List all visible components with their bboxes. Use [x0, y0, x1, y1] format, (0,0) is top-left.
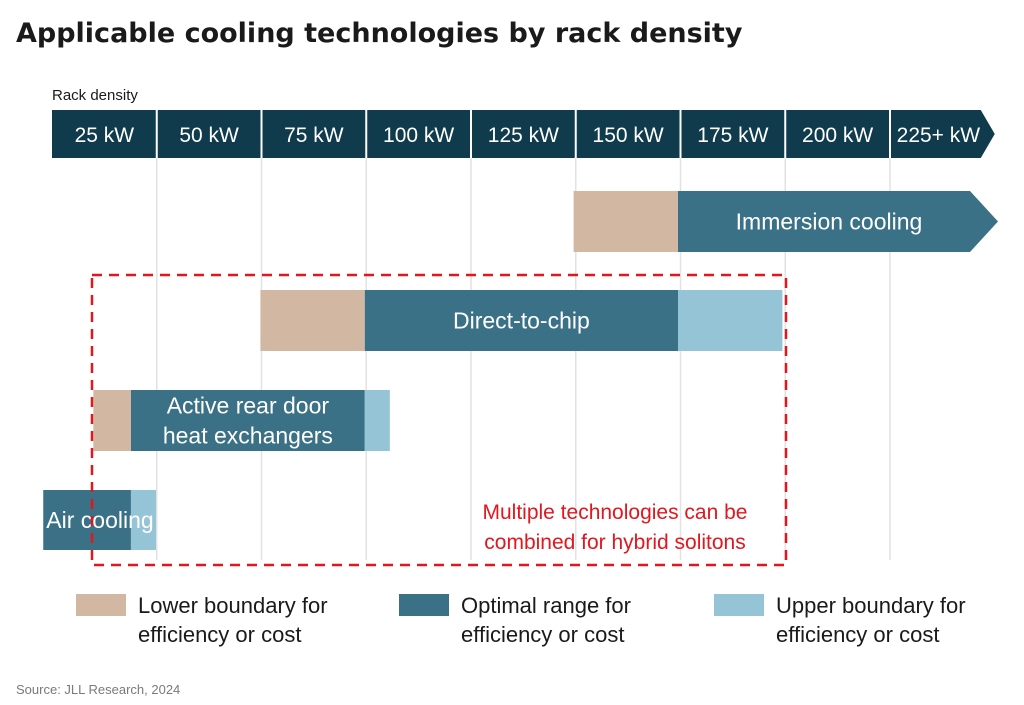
- axis-tick-label: 150 kW: [593, 124, 664, 147]
- legend-label-line: Lower boundary for: [138, 593, 328, 618]
- technology-bars: Immersion cooling Direct-to-chip Active re…: [43, 191, 998, 550]
- axis-tick-label: 75 kW: [284, 124, 344, 147]
- technology-row: Immersion cooling: [573, 191, 998, 252]
- axis-label: Rack density: [52, 87, 138, 104]
- technology-label: Air cooling: [46, 507, 153, 533]
- lower-boundary-bar: [260, 290, 365, 351]
- legend-label: Lower boundary for efficiency or cost: [138, 593, 328, 647]
- hybrid-annotation-text: Multiple technologies can be combined for…: [482, 501, 747, 554]
- legend-swatch: [714, 594, 764, 616]
- source-note: Source: JLL Research, 2024: [16, 682, 180, 697]
- legend-label: Upper boundary for efficiency or cost: [776, 593, 966, 647]
- technology-label: Immersion cooling: [736, 209, 923, 235]
- chart-title: Applicable cooling technologies by rack …: [16, 18, 743, 49]
- upper-boundary-bar: [364, 390, 390, 451]
- technology-label: Direct-to-chip: [453, 308, 590, 334]
- hybrid-annotation-line: combined for hybrid solitons: [484, 531, 745, 554]
- upper-boundary-bar: [130, 490, 156, 550]
- legend-item: Optimal range for efficiency or cost: [399, 593, 631, 647]
- axis-tick-label: 25 kW: [75, 124, 135, 147]
- axis-tick-label: 200 kW: [802, 124, 873, 147]
- axis-tick-label: 225+ kW: [897, 124, 981, 147]
- optimal-range-bar: [43, 490, 131, 550]
- legend-label-line: efficiency or cost: [776, 622, 939, 647]
- technology-label-line: Active rear door: [167, 393, 330, 419]
- technology-label-line: Immersion cooling: [736, 209, 923, 235]
- legend-item: Lower boundary for efficiency or cost: [76, 593, 328, 647]
- upper-boundary-bar: [678, 290, 783, 351]
- legend-swatch: [76, 594, 126, 616]
- technology-row: Air cooling: [43, 490, 156, 550]
- legend-swatch: [399, 594, 449, 616]
- technology-label-line: Direct-to-chip: [453, 308, 590, 334]
- technology-label: Active rear door heat exchangers: [163, 393, 333, 449]
- legend-label-line: efficiency or cost: [461, 622, 624, 647]
- axis-tick-label: 125 kW: [488, 124, 559, 147]
- axis-tick-label: 100 kW: [383, 124, 454, 147]
- hybrid-annotation: Multiple technologies can be combined for…: [90, 273, 788, 567]
- technology-label-line: Air cooling: [46, 507, 153, 533]
- axis-tick-label: 175 kW: [697, 124, 768, 147]
- legend-label-line: efficiency or cost: [138, 622, 301, 647]
- technology-row: Direct-to-chip: [260, 290, 783, 351]
- legend-label: Optimal range for efficiency or cost: [461, 593, 631, 647]
- technology-row: Active rear door heat exchangers: [93, 390, 390, 451]
- axis-arrow: [52, 110, 995, 158]
- optimal-range-bar: [130, 390, 365, 451]
- legend: Lower boundary for efficiency or costOpti…: [76, 593, 966, 647]
- rack-density-axis: 25 kW 50 kW 75 kW 100 kW 125 kW 150 kW 175 kW 2…: [52, 110, 995, 158]
- optimal-range-bar: [678, 191, 998, 252]
- hybrid-dashed-box: [90, 273, 788, 567]
- lower-boundary-bar: [573, 191, 678, 252]
- technology-label-line: heat exchangers: [163, 423, 333, 449]
- optimal-range-bar: [364, 290, 678, 351]
- lower-boundary-bar: [93, 390, 131, 451]
- legend-item: Upper boundary for efficiency or cost: [714, 593, 966, 647]
- legend-label-line: Optimal range for: [461, 593, 631, 618]
- axis-tick-label: 50 kW: [179, 124, 239, 147]
- hybrid-annotation-line: Multiple technologies can be: [482, 501, 747, 524]
- legend-label-line: Upper boundary for: [776, 593, 966, 618]
